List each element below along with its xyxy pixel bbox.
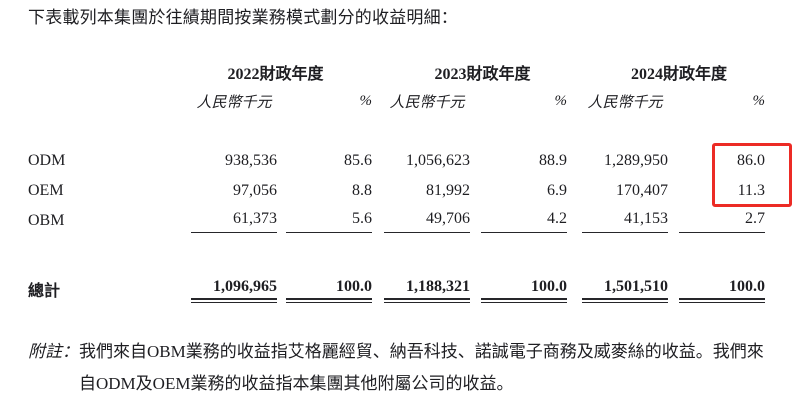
year-header-2023: 2023財政年度 — [434, 66, 531, 83]
table-cell: 4.2 — [470, 210, 567, 233]
table-cell: 88.9 — [539, 152, 567, 169]
table-cell: 61,373 — [153, 210, 277, 233]
subheader-row: 人民幣千元 % 人民幣千元 % 人民幣千元 % — [28, 86, 765, 116]
table-row-total: 總計 1,096,965 100.0 1,188,321 100.0 1,501… — [28, 274, 765, 304]
table-cell: 41,153 — [567, 210, 668, 233]
footnote-label: 附註： — [28, 342, 79, 361]
year-header-2024: 2024財政年度 — [630, 66, 727, 83]
row-label: OEM — [28, 182, 64, 199]
table-cell: 8.8 — [352, 182, 372, 199]
table-row-oem: OEM 97,056 8.8 81,992 6.9 170,407 11.3 — [28, 176, 765, 206]
row-label: OBM — [28, 212, 65, 229]
table-cell: 2.7 — [668, 210, 765, 233]
total-cell: 1,188,321 — [372, 278, 470, 303]
table-cell: 11.3 — [737, 182, 765, 199]
highlight-rectangle — [712, 143, 792, 207]
footnote-line-2: 自ODM及OEM業務的收益指本集團其他附屬公司的收益。 — [79, 374, 514, 393]
footnote-text: 我們來自OBM業務的收益指艾格麗經貿、納吾科技、諾誠電子商務及威麥絲的收益。我們… — [79, 336, 773, 400]
subheader-percent-2023: % — [554, 92, 568, 109]
revenue-by-business-model-table: 2022財政年度 2023財政年度 2024財政年度 人民幣千元 % 人民幣千元… — [28, 58, 765, 304]
table-cell: 1,289,950 — [604, 152, 668, 169]
total-label: 總計 — [28, 283, 61, 300]
table-cell: 85.6 — [344, 152, 372, 169]
table-cell: 1,056,623 — [406, 152, 470, 169]
footnote: 附註： 我們來自OBM業務的收益指艾格麗經貿、納吾科技、諾誠電子商務及威麥絲的收… — [28, 336, 773, 400]
subheader-percent-2022: % — [359, 92, 373, 109]
total-cell: 1,501,510 — [567, 278, 668, 303]
table-cell: 97,056 — [233, 182, 277, 199]
header-body-gap — [28, 116, 765, 146]
row-label: ODM — [28, 152, 66, 169]
table-row-odm: ODM 938,536 85.6 1,056,623 88.9 1,289,95… — [28, 146, 765, 176]
subheader-amount-2022: 人民幣千元 — [196, 94, 272, 111]
subheader-amount-2023: 人民幣千元 — [389, 94, 465, 111]
table-cell: 170,407 — [616, 182, 668, 199]
total-cell: 1,096,965 — [153, 278, 277, 303]
intro-sentence: 下表載列本集團於往績期間按業務模式劃分的收益明細： — [28, 8, 458, 27]
year-header-row: 2022財政年度 2023財政年度 2024財政年度 — [28, 58, 765, 86]
table-cell: 5.6 — [277, 210, 372, 233]
subheader-amount-2024: 人民幣千元 — [587, 94, 663, 111]
body-total-gap — [28, 236, 765, 274]
table-cell: 86.0 — [737, 152, 765, 169]
subheader-percent-2024: % — [752, 92, 766, 109]
table-cell: 6.9 — [547, 182, 567, 199]
total-cell: 100.0 — [277, 278, 372, 303]
footnote-line-1: 我們來自OBM業務的收益指艾格麗經貿、納吾科技、諾誠電子商務及威麥絲的收益。我們… — [79, 342, 764, 361]
year-header-2022: 2022財政年度 — [227, 66, 324, 83]
table-cell: 49,706 — [372, 210, 470, 233]
table-row-obm: OBM 61,373 5.6 49,706 4.2 41,153 2.7 — [28, 206, 765, 236]
table-cell: 938,536 — [225, 152, 277, 169]
total-cell: 100.0 — [668, 278, 765, 303]
table-cell: 81,992 — [426, 182, 470, 199]
total-cell: 100.0 — [470, 278, 567, 303]
